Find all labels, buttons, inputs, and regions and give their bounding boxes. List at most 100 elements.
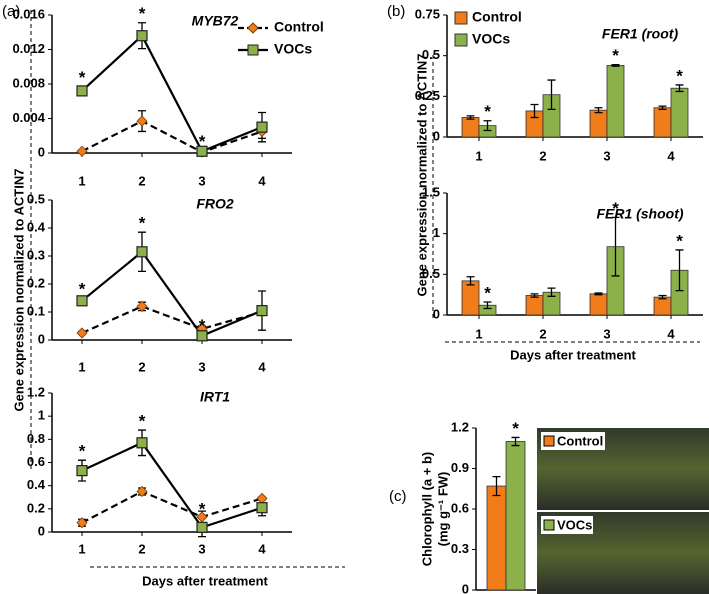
panel-label: (c) [389,488,407,505]
error-bar [483,120,492,132]
y-tick-label: 1 [38,408,45,423]
bar [653,296,672,316]
y-tick-label: 0.016 [12,6,45,21]
significance: * [199,132,206,151]
x-tick-label: 1 [78,173,85,188]
marker [136,300,148,312]
bar [653,107,672,138]
legend-label: Control [472,9,522,25]
x-axis-label: Days after treatment [510,347,636,362]
chart-title: MYB72 [192,13,239,29]
significance: * [79,68,86,87]
legend-label: Control [274,19,324,35]
marker [76,145,88,157]
bar [486,485,507,591]
y-tick-label: 0.5 [422,47,440,62]
bar [525,295,544,316]
y-tick-label: 0 [38,144,45,159]
error-bar [466,115,475,120]
y-tick-label: 1.2 [27,384,45,399]
chart-title: IRT1 [200,389,230,405]
error-bar [675,249,684,292]
significance: * [484,283,491,302]
y-tick-label: 0.008 [12,75,45,90]
y-axis-label: Gene expression normalized to ACTIN7 [11,169,26,412]
marker [136,485,148,498]
error-bar [466,276,475,286]
legend-marker [247,44,259,56]
y-tick-label: 0.012 [12,41,45,56]
y-tick-label: 0.2 [27,500,45,515]
y-tick-label: 0 [433,306,440,321]
significance: * [612,46,619,65]
marker [136,115,148,127]
significance: * [676,231,683,250]
marker [76,295,88,307]
x-tick-label: 3 [198,173,205,188]
x-tick-label: 2 [138,173,145,188]
y-tick-label: 0 [433,128,440,143]
y-tick-label: 0.8 [27,431,45,446]
y-tick-label: 0.4 [27,219,46,234]
y-axis-label: (mg g⁻¹ FW) [435,472,450,547]
y-tick-label: 0.25 [415,88,440,103]
error-bar [483,301,492,310]
error-bar [658,294,667,300]
bar [670,87,689,138]
y-tick-label: 0.3 [27,247,45,262]
x-tick-label: 3 [603,148,610,163]
x-tick-label: 1 [475,326,482,341]
error-bar [547,79,556,110]
marker [256,492,268,504]
significance: * [612,199,619,218]
marker [76,465,88,477]
error-bar [594,107,603,114]
series-line [81,305,263,335]
bar [505,441,526,591]
panel-label: (b) [387,3,405,20]
photo-label-box [541,432,605,450]
x-tick-label: 4 [258,541,266,556]
bar [589,109,608,138]
error-bar [530,103,539,119]
y-tick-label: 0 [38,331,45,346]
x-tick-label: 2 [138,541,145,556]
marker [136,437,148,449]
x-tick-label: 1 [475,148,482,163]
x-tick-label: 4 [667,148,675,163]
bar [606,65,625,138]
marker [196,330,208,342]
bar [461,117,480,138]
x-tick-label: 2 [539,148,546,163]
x-tick-label: 4 [258,173,266,188]
error-bar [594,292,603,296]
significance: * [79,442,86,461]
y-tick-label: 0 [38,523,45,538]
y-tick-label: 0.9 [451,460,469,475]
error-bar [675,84,684,93]
significance: * [79,279,86,298]
marker [76,327,88,339]
error-bar [530,293,539,298]
photo-label-swatch [543,519,555,531]
y-tick-label: 0.75 [415,6,440,21]
x-tick-label: 1 [78,541,85,556]
marker [196,521,208,533]
y-tick-label: 1.2 [451,419,469,434]
legend-swatch [454,11,468,25]
y-tick-label: 0.004 [12,110,45,125]
series-line [81,33,263,153]
y-tick-label: 1.5 [422,184,440,199]
series-line [81,441,263,529]
photo-label: VOCs [557,517,592,532]
series-line [81,250,263,338]
x-tick-label: 1 [78,359,85,374]
significance: * [512,419,519,438]
y-tick-label: 0.4 [27,477,46,492]
marker [256,121,268,133]
error-bar [547,287,556,297]
marker [76,85,88,97]
significance: * [139,4,146,23]
x-tick-label: 3 [198,359,205,374]
